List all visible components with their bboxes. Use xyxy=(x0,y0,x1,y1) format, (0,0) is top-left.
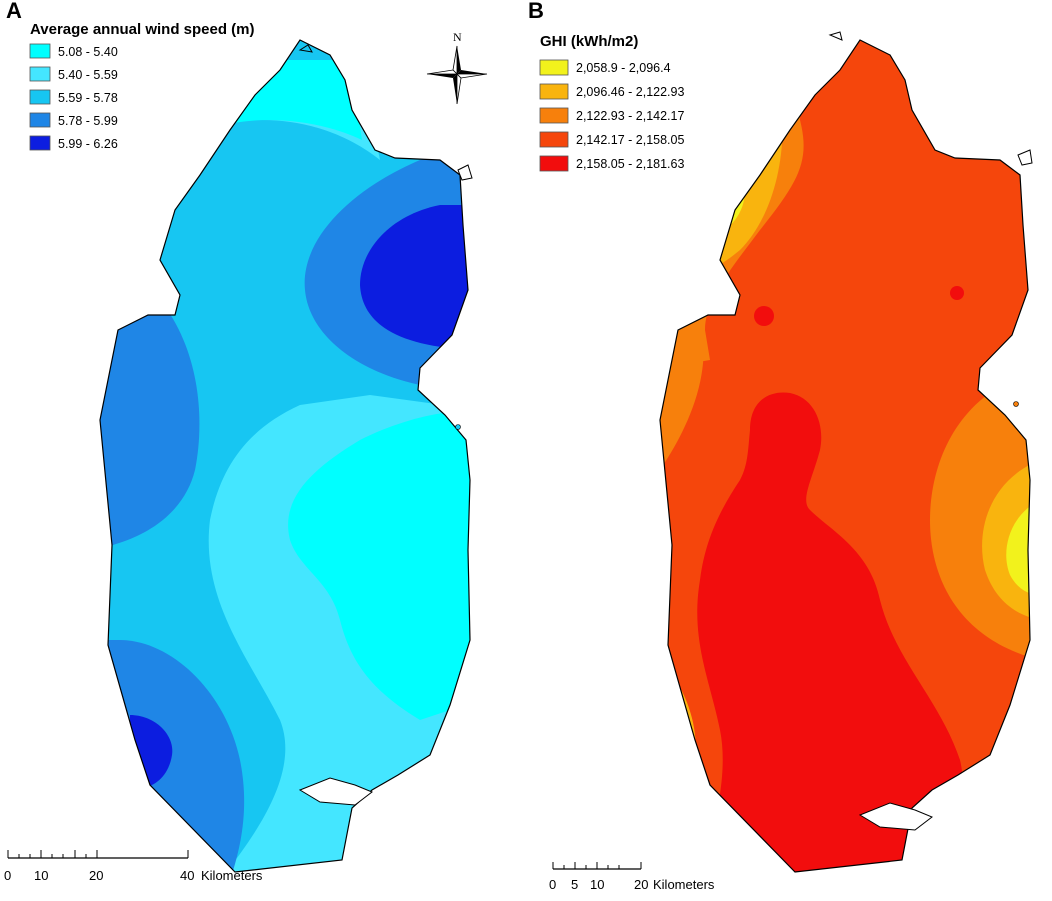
legend-b-swatch-1 xyxy=(539,83,569,100)
scale-a-tick-3: 40 xyxy=(180,868,194,883)
wind-zone-5.99-6.26-east xyxy=(360,205,470,350)
north-arrow-icon: N xyxy=(426,30,488,105)
ghi-zone-2058-2096-east xyxy=(1006,500,1030,595)
ghi-zone-2058-2096-west xyxy=(640,360,655,470)
scale-b-tick-2: 10 xyxy=(590,877,604,892)
legend-b-swatch-0 xyxy=(539,59,569,76)
legend-a-item-2: 5.59 - 5.78 xyxy=(29,89,118,105)
scale-a-unit: Kilometers xyxy=(201,868,263,883)
legend-b-title: GHI (kWh/m2) xyxy=(540,33,638,50)
legend-a-label-4: 5.99 - 6.26 xyxy=(58,137,118,151)
legend-b-item-1: 2,096.46 - 2,122.93 xyxy=(539,83,684,100)
scale-b-tick-0: 0 xyxy=(549,877,556,892)
legend-b-swatch-4 xyxy=(539,155,569,172)
ghi-zone-2158-2181-spot-west xyxy=(754,306,774,326)
panel-a-letter: A xyxy=(6,0,22,23)
legend-a-item-1: 5.40 - 5.59 xyxy=(29,66,118,82)
legend-a-title: Average annual wind speed (m) xyxy=(30,21,255,38)
ghi-zone-2058-2096-southwest xyxy=(660,670,674,785)
scale-b-tick-1: 5 xyxy=(571,877,578,892)
ghi-zone-2158-2181-spot-east xyxy=(950,286,964,300)
legend-b-label-3: 2,142.17 - 2,158.05 xyxy=(576,133,684,147)
scale-b-unit: Kilometers xyxy=(653,877,715,892)
island-north-b xyxy=(828,31,843,41)
north-label: N xyxy=(453,30,462,44)
legend-b-label-2: 2,122.93 - 2,142.17 xyxy=(576,109,684,123)
scale-bar-b: 0 5 10 20 Kilometers xyxy=(549,862,715,892)
legend-b-swatch-2 xyxy=(539,107,569,124)
wind-speed-map xyxy=(100,40,470,872)
legend-a: Average annual wind speed (m) 5.08 - 5.4… xyxy=(29,21,255,151)
legend-a-label-2: 5.59 - 5.78 xyxy=(58,91,118,105)
island-northeast-a xyxy=(457,164,473,181)
scale-b-tick-3: 20 xyxy=(634,877,648,892)
panel-b: B GHI (kWh/m2) xyxy=(528,0,1033,892)
scale-a-tick-0: 0 xyxy=(4,868,11,883)
legend-a-swatch-3 xyxy=(29,112,51,128)
panel-a: A Average annual wind speed (m) 5.08 - 5… xyxy=(4,0,488,883)
islet-east-a xyxy=(455,424,461,430)
panel-b-letter: B xyxy=(528,0,544,23)
ghi-zone-2158-2181-central xyxy=(697,392,963,872)
legend-a-item-3: 5.78 - 5.99 xyxy=(29,112,118,128)
legend-a-swatch-1 xyxy=(29,66,51,82)
wind-zone-5.08-5.40-east xyxy=(288,410,470,720)
legend-b: GHI (kWh/m2) 2,058.9 - 2,096.4 2,096.46 … xyxy=(539,33,684,172)
legend-b-item-4: 2,158.05 - 2,181.63 xyxy=(539,155,684,172)
islet-east-b xyxy=(1013,401,1019,407)
bay-south-a xyxy=(298,777,373,806)
island-northeast-b xyxy=(1017,149,1033,166)
legend-a-swatch-4 xyxy=(29,135,51,151)
bay-south-b xyxy=(858,802,933,831)
legend-a-swatch-2 xyxy=(29,89,51,105)
legend-a-item-0: 5.08 - 5.40 xyxy=(29,43,118,59)
legend-a-label-1: 5.40 - 5.59 xyxy=(58,68,118,82)
legend-b-item-0: 2,058.9 - 2,096.4 xyxy=(539,59,671,76)
legend-b-label-0: 2,058.9 - 2,096.4 xyxy=(576,61,671,75)
legend-a-swatch-0 xyxy=(29,43,51,59)
legend-b-label-4: 2,158.05 - 2,181.63 xyxy=(576,157,684,171)
scale-bar-a: 0 10 20 40 Kilometers xyxy=(4,850,263,883)
scale-a-tick-1: 10 xyxy=(34,868,48,883)
scale-a-tick-2: 20 xyxy=(89,868,103,883)
legend-b-item-3: 2,142.17 - 2,158.05 xyxy=(539,131,684,148)
legend-a-label-3: 5.78 - 5.99 xyxy=(58,114,118,128)
island-north-a xyxy=(298,44,313,53)
legend-a-item-4: 5.99 - 6.26 xyxy=(29,135,118,151)
legend-b-swatch-3 xyxy=(539,131,569,148)
legend-b-label-1: 2,096.46 - 2,122.93 xyxy=(576,85,684,99)
wind-zone-5.78-5.99-west xyxy=(100,300,200,550)
legend-b-item-2: 2,122.93 - 2,142.17 xyxy=(539,107,684,124)
legend-a-label-0: 5.08 - 5.40 xyxy=(58,45,118,59)
